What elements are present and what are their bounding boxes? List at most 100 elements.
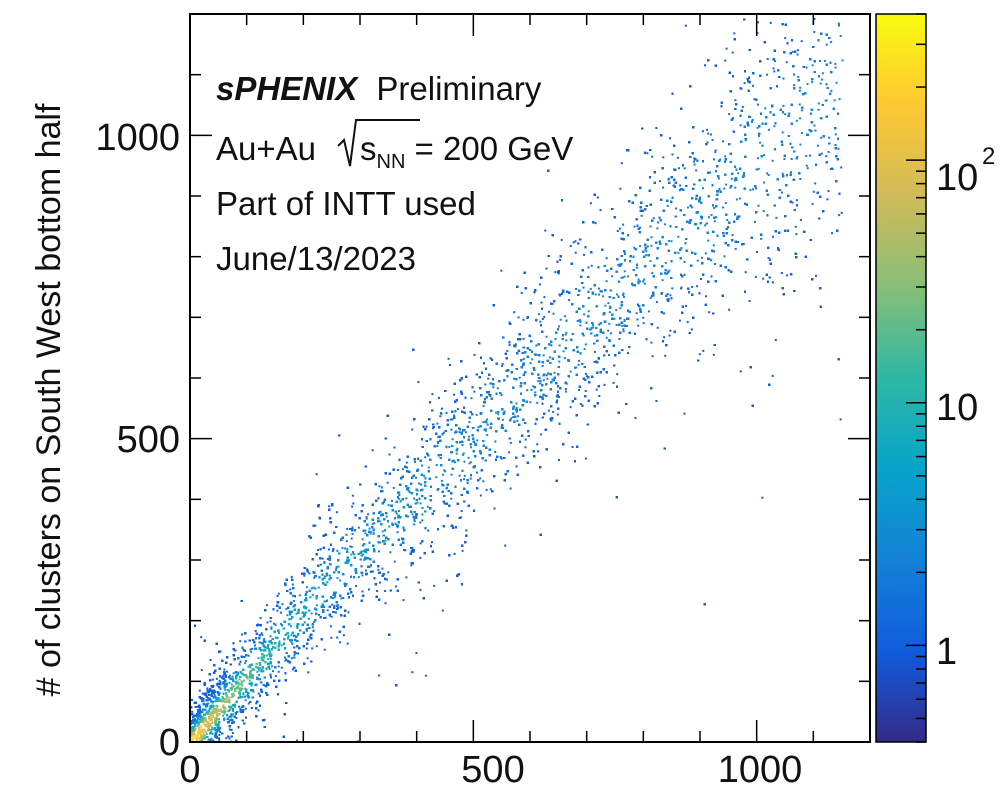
density-point [364, 529, 367, 532]
density-point [256, 670, 259, 673]
density-point [461, 549, 464, 552]
density-point [683, 167, 686, 170]
density-point [680, 247, 683, 249]
density-point [816, 144, 819, 147]
density-point [734, 186, 737, 189]
density-point [339, 641, 342, 644]
density-point [263, 718, 266, 721]
density-point [245, 674, 248, 676]
density-point [607, 329, 610, 332]
density-point [388, 453, 391, 456]
density-point [621, 324, 624, 327]
density-point [388, 525, 391, 528]
density-point [313, 620, 316, 623]
density-point [463, 474, 466, 477]
density-point [435, 476, 438, 479]
density-point [222, 714, 225, 717]
density-point [221, 706, 224, 709]
density-point [635, 312, 638, 315]
density-point [767, 174, 770, 176]
density-point [313, 576, 316, 579]
density-point [230, 713, 233, 716]
density-point [666, 204, 669, 207]
density-point [558, 344, 561, 347]
density-point [239, 640, 242, 643]
density-point [419, 502, 422, 505]
density-point [713, 263, 716, 265]
density-point [764, 107, 767, 110]
density-point [574, 251, 577, 254]
density-point [215, 698, 218, 701]
density-point [761, 496, 764, 499]
density-point [247, 665, 250, 668]
density-point [242, 648, 245, 651]
density-point [616, 293, 618, 296]
density-point [225, 737, 228, 740]
density-point [500, 393, 503, 396]
density-point [336, 636, 339, 639]
density-point [247, 702, 250, 705]
density-point [378, 674, 381, 677]
density-point [663, 336, 666, 339]
density-point [251, 689, 254, 691]
density-point [805, 154, 808, 157]
density-point [203, 734, 206, 737]
density-point [463, 478, 465, 481]
density-point [773, 125, 776, 128]
density-point [269, 660, 272, 663]
density-point [462, 453, 464, 456]
density-point [569, 406, 572, 409]
density-point [398, 494, 401, 496]
density-point [492, 386, 495, 389]
density-point [303, 621, 306, 624]
density-point [615, 309, 618, 312]
density-point [443, 469, 446, 472]
density-point [522, 358, 525, 360]
density-point [741, 105, 744, 108]
density-point [661, 279, 664, 282]
density-point [212, 684, 215, 687]
density-point [529, 362, 532, 365]
density-point [781, 172, 784, 175]
density-point [828, 136, 831, 139]
density-point [324, 575, 326, 578]
density-point [295, 612, 298, 615]
density-point [456, 447, 459, 450]
density-point [439, 412, 442, 414]
density-point [598, 293, 600, 296]
density-point [270, 626, 273, 629]
density-point [308, 635, 311, 638]
density-point [543, 296, 546, 299]
density-point [837, 22, 840, 25]
density-point [719, 158, 722, 161]
density-point [254, 644, 256, 647]
density-point [231, 713, 234, 716]
density-point [589, 287, 592, 290]
density-point [339, 579, 342, 582]
density-point [210, 717, 213, 720]
density-point [649, 260, 652, 263]
density-point [753, 220, 756, 223]
plot-area [189, 13, 871, 743]
density-point [485, 488, 488, 491]
density-point [669, 137, 671, 140]
density-point [605, 257, 608, 260]
density-point [252, 690, 255, 693]
density-point [817, 108, 820, 111]
density-point [484, 383, 487, 386]
density-point [805, 66, 808, 69]
density-point [407, 489, 410, 492]
density-point [800, 132, 803, 134]
density-point [530, 388, 533, 391]
density-point [551, 302, 554, 305]
density-point [565, 339, 568, 342]
density-point [473, 353, 476, 356]
density-point [735, 198, 738, 201]
density-point [500, 457, 503, 460]
density-point [232, 692, 235, 695]
density-point [198, 737, 201, 740]
density-point [239, 707, 242, 710]
density-point [239, 708, 242, 711]
density-point [251, 676, 254, 679]
density-point [839, 34, 842, 37]
